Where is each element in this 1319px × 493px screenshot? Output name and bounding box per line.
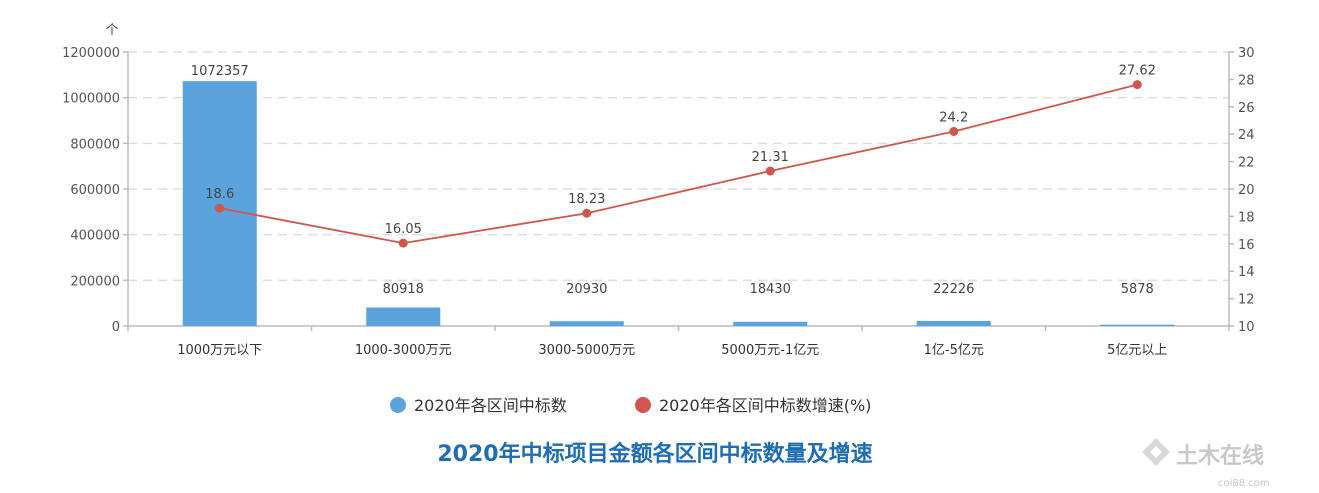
growth-line: [219, 83, 1138, 245]
y-tick-label: 1000000: [62, 92, 120, 107]
y2-tick-label: 22: [1238, 156, 1255, 171]
legend: 2020年各区间中标数 2020年各区间中标数增速(%): [390, 396, 871, 415]
watermark: 土木在线 coi88.com: [1142, 438, 1270, 489]
bar: [549, 321, 624, 326]
bar-value-label: 20930: [566, 282, 607, 297]
y2-tick-label: 14: [1238, 265, 1255, 280]
y2-tick-label: 26: [1238, 101, 1255, 116]
legend-bar-marker: [390, 397, 406, 413]
legend-line-marker: [635, 397, 651, 413]
bar-value-label: 18430: [750, 282, 791, 297]
data-labels: 1072357 80918 20930 18430 22226 5878 18.6 16.05…: [191, 64, 1156, 297]
y2-tick-label: 10: [1238, 320, 1255, 335]
x-category-label: 1000万元以下: [177, 343, 262, 358]
chart-title: 2020年中标项目金额各区间中标数量及增速: [437, 441, 872, 467]
line-point: [765, 166, 775, 176]
y-tick-label: 200000: [70, 274, 120, 289]
y-tick-label: 600000: [70, 183, 120, 198]
line-point: [215, 203, 225, 213]
x-category-label: 3000-5000万元: [538, 343, 635, 358]
bar: [916, 320, 991, 326]
line-value-label: 27.62: [1119, 64, 1156, 79]
legend-line-label[interactable]: 2020年各区间中标数增速(%): [659, 396, 871, 415]
y-tick-label: 0: [112, 320, 120, 335]
y-tick-label: 400000: [70, 229, 120, 244]
bar-value-label: 5878: [1121, 282, 1154, 297]
bar: [366, 307, 441, 326]
watermark-sub: coi88.com: [1218, 478, 1270, 489]
x-category-label: 5000万元-1亿元: [721, 343, 819, 358]
line-point: [1132, 80, 1142, 90]
grid-lines: [128, 51, 1229, 282]
bar-value-label: 22226: [933, 282, 974, 297]
x-category-label: 5亿元以上: [1107, 343, 1167, 358]
left-axis-unit: 个: [105, 23, 118, 38]
bar-series: [182, 81, 1175, 327]
watermark-text: 土木在线: [1176, 443, 1264, 469]
line-point: [582, 208, 592, 218]
legend-bar-label[interactable]: 2020年各区间中标数: [414, 396, 567, 415]
x-category-label: 1000-3000万元: [355, 343, 452, 358]
y-tick-label: 1200000: [62, 46, 120, 61]
y2-tick-label: 18: [1238, 210, 1255, 225]
line-value-label: 18.6: [205, 187, 234, 202]
line-value-label: 18.23: [568, 192, 605, 207]
bar: [733, 321, 808, 326]
y2-tick-label: 30: [1238, 46, 1255, 61]
axes: 0 200000 400000 600000 800000 1000000 1200000 1…: [62, 46, 1254, 358]
watermark-logo-icon: [1142, 438, 1170, 466]
line-value-label: 16.05: [385, 222, 422, 237]
line-point: [398, 238, 408, 248]
bar-value-label: 80918: [383, 282, 424, 297]
line-series: [215, 80, 1142, 248]
x-category-label: 1亿-5亿元: [924, 343, 984, 358]
line-value-label: 24.2: [939, 110, 968, 125]
y2-tick-label: 24: [1238, 128, 1255, 143]
y2-tick-label: 20: [1238, 183, 1255, 198]
bar: [1100, 324, 1175, 326]
y2-tick-label: 12: [1238, 293, 1255, 308]
bar: [182, 81, 257, 327]
y2-tick-label: 28: [1238, 73, 1255, 88]
bar-value-label: 1072357: [191, 64, 249, 79]
y2-tick-label: 16: [1238, 238, 1255, 253]
y-tick-label: 800000: [70, 137, 120, 152]
line-point: [949, 126, 959, 136]
line-value-label: 21.31: [752, 150, 789, 165]
